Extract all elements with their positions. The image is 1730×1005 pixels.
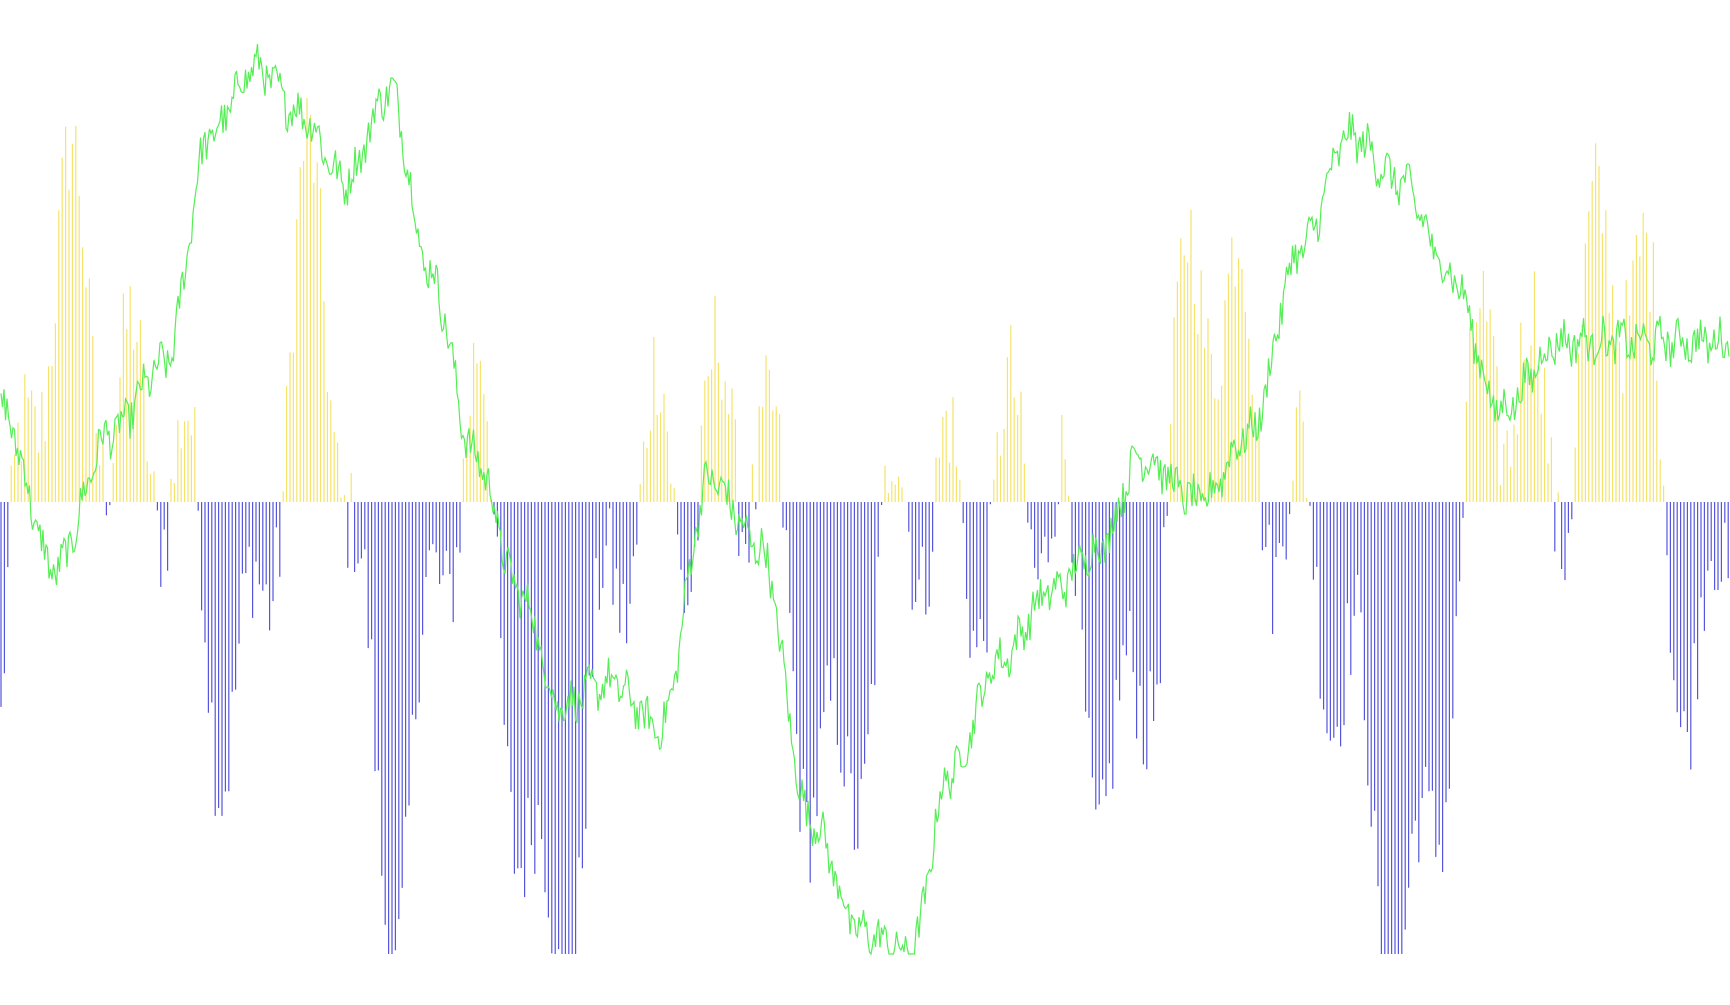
signal-line — [0, 43, 1730, 956]
signal-line-group — [0, 43, 1730, 956]
histogram-bars — [0, 98, 1729, 954]
